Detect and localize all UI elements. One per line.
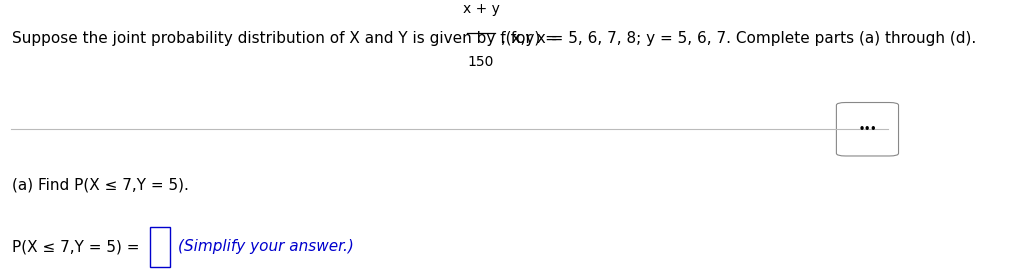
Text: (Simplify your answer.): (Simplify your answer.) [178,239,353,254]
Text: •••: ••• [858,124,877,134]
Text: (a) Find P(X ≤ 7,Y = 5).: (a) Find P(X ≤ 7,Y = 5). [12,178,190,193]
FancyBboxPatch shape [836,103,898,156]
Text: P(X ≤ 7,Y = 5) =: P(X ≤ 7,Y = 5) = [12,239,145,254]
Text: Suppose the joint probability distribution of X and Y is given by f(x,y) =: Suppose the joint probability distributi… [12,31,563,46]
Text: x + y: x + y [462,2,500,16]
Text: , for x = 5, 6, 7, 8; y = 5, 6, 7. Complete parts (a) through (d).: , for x = 5, 6, 7, 8; y = 5, 6, 7. Compl… [502,31,976,46]
FancyBboxPatch shape [150,227,170,267]
Text: 150: 150 [468,56,494,69]
